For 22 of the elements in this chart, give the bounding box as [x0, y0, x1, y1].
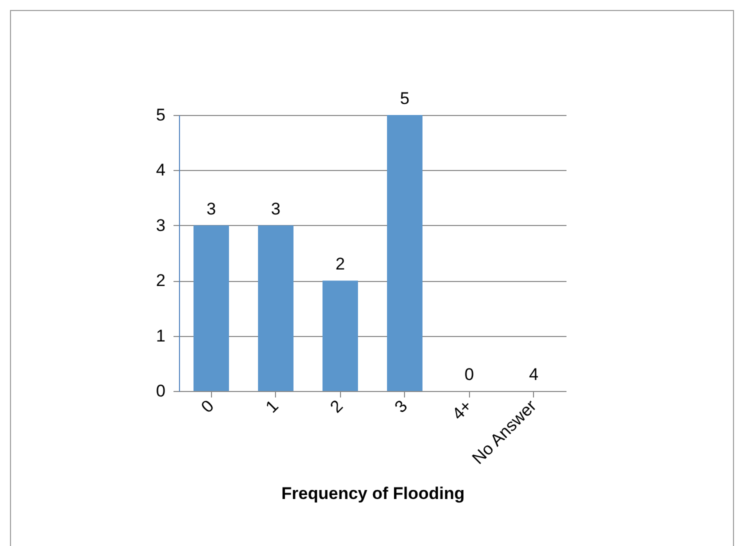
- data-label: 0: [464, 365, 474, 384]
- x-tick-label: 1: [262, 396, 282, 417]
- data-label: 2: [336, 254, 345, 274]
- data-label: 3: [206, 199, 216, 218]
- y-tick-label: 2: [156, 271, 166, 290]
- bar: [258, 225, 294, 391]
- text: 4: [529, 365, 538, 384]
- bar: [194, 225, 229, 391]
- x-tick-label: 0: [197, 396, 218, 417]
- y-tick-label: 4: [156, 160, 166, 180]
- bar: [387, 115, 422, 391]
- y-tick-label: 5: [156, 106, 166, 124]
- x-axis-title: Frequency of Flooding: [281, 484, 465, 503]
- data-label: 3: [271, 199, 280, 218]
- data-label: 5: [400, 89, 410, 108]
- y-tick-label: 1: [156, 326, 166, 346]
- x-tick-label: 3: [390, 396, 412, 417]
- y-tick-label: 3: [156, 216, 166, 235]
- bar: [322, 280, 358, 391]
- y-tick-label: 0: [156, 382, 166, 400]
- x-tick-label: 4+: [448, 396, 476, 424]
- x-tick-label: 2: [326, 396, 347, 417]
